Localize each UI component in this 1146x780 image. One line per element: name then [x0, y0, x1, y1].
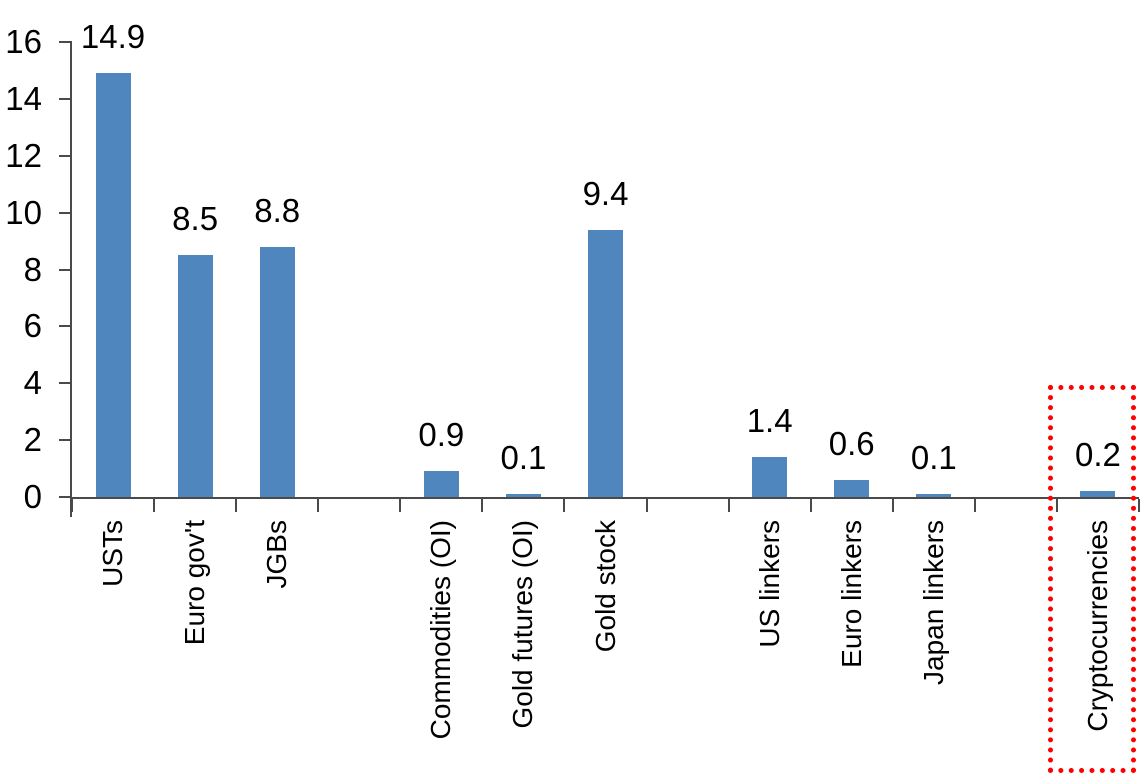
category-label-text: Japan linkers — [917, 520, 949, 685]
bar — [95, 73, 131, 497]
y-axis-tick-label: 0 — [23, 478, 42, 515]
bar — [752, 457, 788, 497]
category-label-text: Euro linkers — [835, 520, 867, 668]
bar-value-label: 0.6 — [828, 424, 875, 462]
bar-value-label: 8.8 — [254, 191, 301, 229]
category-label: JGBs — [259, 520, 295, 588]
y-axis-tick-label: 16 — [5, 23, 42, 60]
y-axis-tick-label: 8 — [23, 250, 42, 288]
y-axis-tick-label: 12 — [5, 136, 42, 174]
x-axis-tick-mark — [71, 499, 73, 512]
y-axis-tick-mark — [59, 382, 70, 385]
bar — [834, 479, 870, 497]
y-axis-tick-mark — [59, 154, 70, 157]
y-axis-tick-label: 14 — [5, 79, 42, 117]
bar — [505, 494, 541, 497]
y-axis-line — [70, 41, 72, 517]
y-axis-tick-label: 2 — [23, 421, 42, 459]
x-axis-tick-mark — [891, 499, 894, 512]
category-label-text: Commodities (OI) — [425, 520, 457, 740]
category-label: Euro gov't — [177, 520, 213, 645]
bar-value-label: 0.2 — [1075, 436, 1121, 474]
y-axis-tick-mark — [59, 496, 70, 498]
bar-value-label: 9.4 — [582, 174, 629, 212]
bar-value-label: 0.1 — [500, 439, 547, 477]
bar — [1080, 491, 1116, 497]
x-axis-tick-mark — [1138, 499, 1140, 512]
category-label: Japan linkers — [916, 520, 952, 685]
y-axis-tick-mark — [59, 439, 70, 442]
y-axis-tick-mark — [59, 97, 70, 100]
x-axis-tick-mark — [1055, 499, 1058, 512]
x-axis-line — [70, 497, 1139, 499]
category-label-text: US linkers — [753, 520, 785, 648]
category-label-text: Euro gov't — [179, 520, 211, 646]
bar-value-label: 0.9 — [418, 416, 465, 454]
bar — [259, 246, 295, 497]
category-label: US linkers — [752, 520, 788, 648]
x-axis-tick-mark — [727, 499, 730, 512]
category-label: Gold stock — [588, 520, 624, 652]
bar-value-label: 0.1 — [910, 439, 957, 477]
category-label: Euro linkers — [834, 520, 870, 668]
y-axis-tick-mark — [59, 325, 70, 328]
y-axis-tick-label: 10 — [5, 193, 42, 231]
x-axis-tick-mark — [645, 499, 648, 512]
bar-value-label: 14.9 — [80, 18, 146, 56]
x-axis-tick-mark — [481, 499, 484, 512]
x-axis-tick-mark — [563, 499, 566, 512]
y-axis-tick-label: 4 — [23, 364, 42, 402]
x-axis-tick-mark — [399, 499, 402, 512]
bar — [177, 255, 213, 497]
bar — [588, 229, 623, 497]
x-axis-tick-mark — [317, 499, 320, 512]
x-axis-tick-mark — [235, 499, 238, 512]
category-label-text: Gold stock — [589, 520, 621, 653]
x-axis-tick-mark — [809, 499, 812, 512]
bar-value-label: 1.4 — [746, 402, 793, 440]
highlight-box — [1047, 385, 1136, 773]
bar — [916, 494, 952, 497]
bar — [423, 471, 459, 497]
category-label-text: USTs — [97, 520, 129, 587]
y-axis-tick-mark — [59, 41, 70, 43]
x-axis-tick-mark — [973, 499, 976, 512]
bar-value-label: 8.5 — [172, 200, 219, 238]
x-axis-tick-mark — [153, 499, 156, 512]
category-label: USTs — [95, 520, 131, 587]
y-axis-tick-mark — [59, 211, 70, 214]
category-label-text: JGBs — [261, 520, 293, 589]
y-axis-tick-mark — [59, 268, 70, 271]
category-label: Gold futures (OI) — [505, 520, 541, 729]
category-label-text: Gold futures (OI) — [507, 520, 539, 729]
y-axis-tick-label: 6 — [23, 307, 42, 345]
category-label: Commodities (OI) — [423, 520, 459, 739]
